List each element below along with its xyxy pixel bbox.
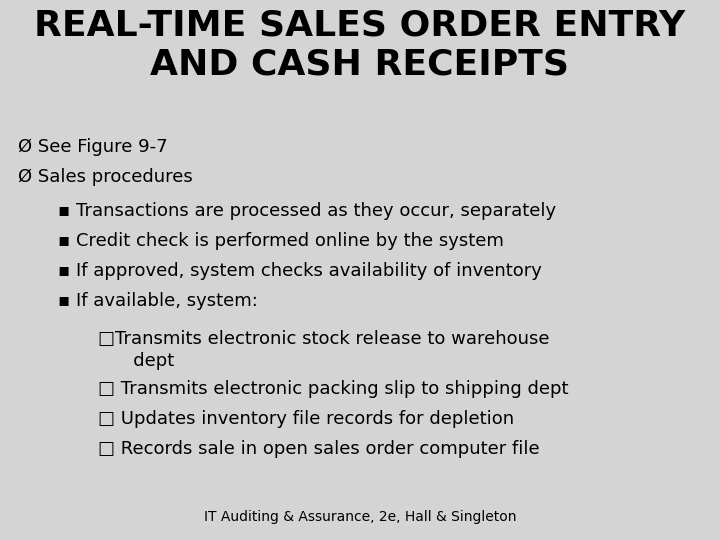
- Text: REAL-TIME SALES ORDER ENTRY
AND CASH RECEIPTS: REAL-TIME SALES ORDER ENTRY AND CASH REC…: [35, 8, 685, 82]
- Text: Ø See Figure 9-7: Ø See Figure 9-7: [18, 138, 168, 156]
- Text: Ø Sales procedures: Ø Sales procedures: [18, 168, 193, 186]
- Text: dept: dept: [116, 352, 174, 370]
- Text: □ Updates inventory file records for depletion: □ Updates inventory file records for dep…: [98, 410, 514, 428]
- Text: ▪ If available, system:: ▪ If available, system:: [58, 292, 258, 310]
- Text: □Transmits electronic stock release to warehouse: □Transmits electronic stock release to w…: [98, 330, 549, 348]
- Text: ▪ If approved, system checks availability of inventory: ▪ If approved, system checks availabilit…: [58, 262, 542, 280]
- Text: ▪ Credit check is performed online by the system: ▪ Credit check is performed online by th…: [58, 232, 504, 250]
- Text: ▪ Transactions are processed as they occur, separately: ▪ Transactions are processed as they occ…: [58, 202, 556, 220]
- Text: IT Auditing & Assurance, 2e, Hall & Singleton: IT Auditing & Assurance, 2e, Hall & Sing…: [204, 510, 516, 524]
- Text: □ Records sale in open sales order computer file: □ Records sale in open sales order compu…: [98, 440, 539, 458]
- Text: □ Transmits electronic packing slip to shipping dept: □ Transmits electronic packing slip to s…: [98, 380, 569, 398]
